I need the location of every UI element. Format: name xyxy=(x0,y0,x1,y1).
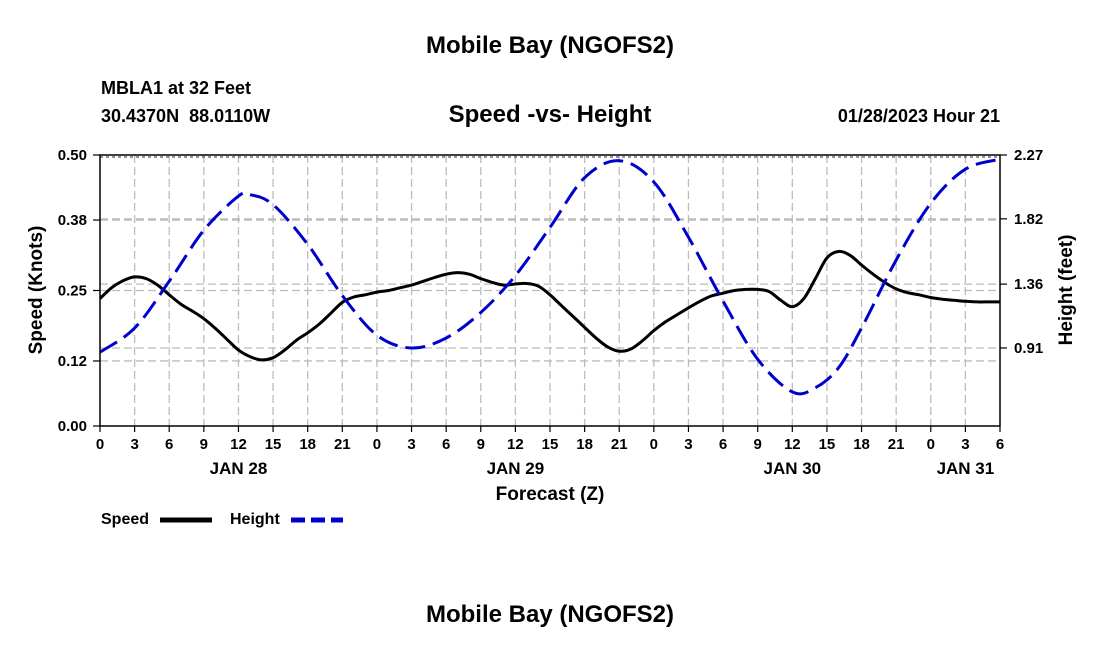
x-axis-label: Forecast (Z) xyxy=(496,484,605,505)
footer-title: Mobile Bay (NGOFS2) xyxy=(425,601,675,628)
x-tick-label: 18 xyxy=(576,436,593,453)
x-tick-label: 6 xyxy=(996,436,1004,453)
x-tick-label: 21 xyxy=(888,436,905,453)
y-tick-label-right: 0.91 xyxy=(1014,340,1043,357)
forecast-datetime: 01/28/2023 Hour 21 xyxy=(837,106,1000,126)
grid-lines xyxy=(100,155,1000,426)
y-tick-label-right: 1.36 xyxy=(1014,276,1043,293)
y-tick-label-left: 0.00 xyxy=(58,418,87,435)
x-tick-label: 18 xyxy=(299,436,316,453)
axes-layer: 0 3 6 9 12 15 18 21 0 3 6 9 12 15 18 21 0 3 6 9 12 15 18 21 0 3 6J… xyxy=(58,147,1043,478)
y-tick-label-left: 0.50 xyxy=(58,147,87,164)
x-tick-label: 3 xyxy=(407,436,415,453)
y-tick-label-right: 1.82 xyxy=(1014,211,1043,228)
x-tick-label: 15 xyxy=(542,436,559,453)
x-day-label: JAN 31 xyxy=(937,459,995,478)
y-tick-label-left: 0.25 xyxy=(58,283,87,300)
x-tick-label: 18 xyxy=(853,436,870,453)
x-tick-label: 9 xyxy=(754,436,762,453)
x-tick-label: 15 xyxy=(819,436,836,453)
legend-label-speed: Speed xyxy=(101,511,149,528)
x-tick-label: 0 xyxy=(650,436,658,453)
x-tick-label: 6 xyxy=(165,436,173,453)
x-tick-label: 0 xyxy=(96,436,104,453)
series-line-speed xyxy=(98,249,1000,362)
x-tick-label: 9 xyxy=(200,436,208,453)
legend: Speed Height xyxy=(101,511,343,528)
x-tick-label: 9 xyxy=(477,436,485,453)
x-tick-label: 12 xyxy=(507,436,524,453)
x-tick-label: 3 xyxy=(130,436,138,453)
x-tick-label: 21 xyxy=(334,436,351,453)
x-tick-label: 0 xyxy=(927,436,935,453)
x-day-label: JAN 30 xyxy=(763,459,821,478)
x-day-label: JAN 29 xyxy=(487,459,545,478)
x-tick-label: 6 xyxy=(442,436,450,453)
y-tick-label-right: 2.27 xyxy=(1014,147,1043,164)
y-axis-label-left: Speed (Knots) xyxy=(26,226,47,355)
x-tick-label: 0 xyxy=(373,436,381,453)
legend-label-height: Height xyxy=(230,511,280,528)
x-tick-label: 12 xyxy=(230,436,247,453)
x-tick-label: 3 xyxy=(684,436,692,453)
speed-height-chart: 0 3 6 9 12 15 18 21 0 3 6 9 12 15 18 21 0 3 6 9 12 15 18 21 0 3 6J… xyxy=(26,147,1077,528)
x-day-label: JAN 28 xyxy=(210,459,268,478)
chart-main-title: Mobile Bay (NGOFS2) xyxy=(425,32,675,59)
x-tick-label: 3 xyxy=(961,436,969,453)
x-tick-label: 12 xyxy=(784,436,801,453)
y-tick-label-left: 0.38 xyxy=(58,212,87,229)
x-tick-label: 6 xyxy=(719,436,727,453)
x-tick-label: 15 xyxy=(265,436,282,453)
station-name: MBLA1 at 32 Feet xyxy=(101,78,252,98)
y-axis-label-right: Height (feet) xyxy=(1056,235,1077,346)
series-line-height xyxy=(99,157,1001,396)
station-coords: 30.4370N 88.0110W xyxy=(101,106,271,126)
x-tick-label: 21 xyxy=(611,436,628,453)
chart-subtitle: Speed -vs- Height xyxy=(448,101,652,128)
y-tick-label-left: 0.12 xyxy=(58,353,87,370)
series-layer xyxy=(98,157,1001,396)
